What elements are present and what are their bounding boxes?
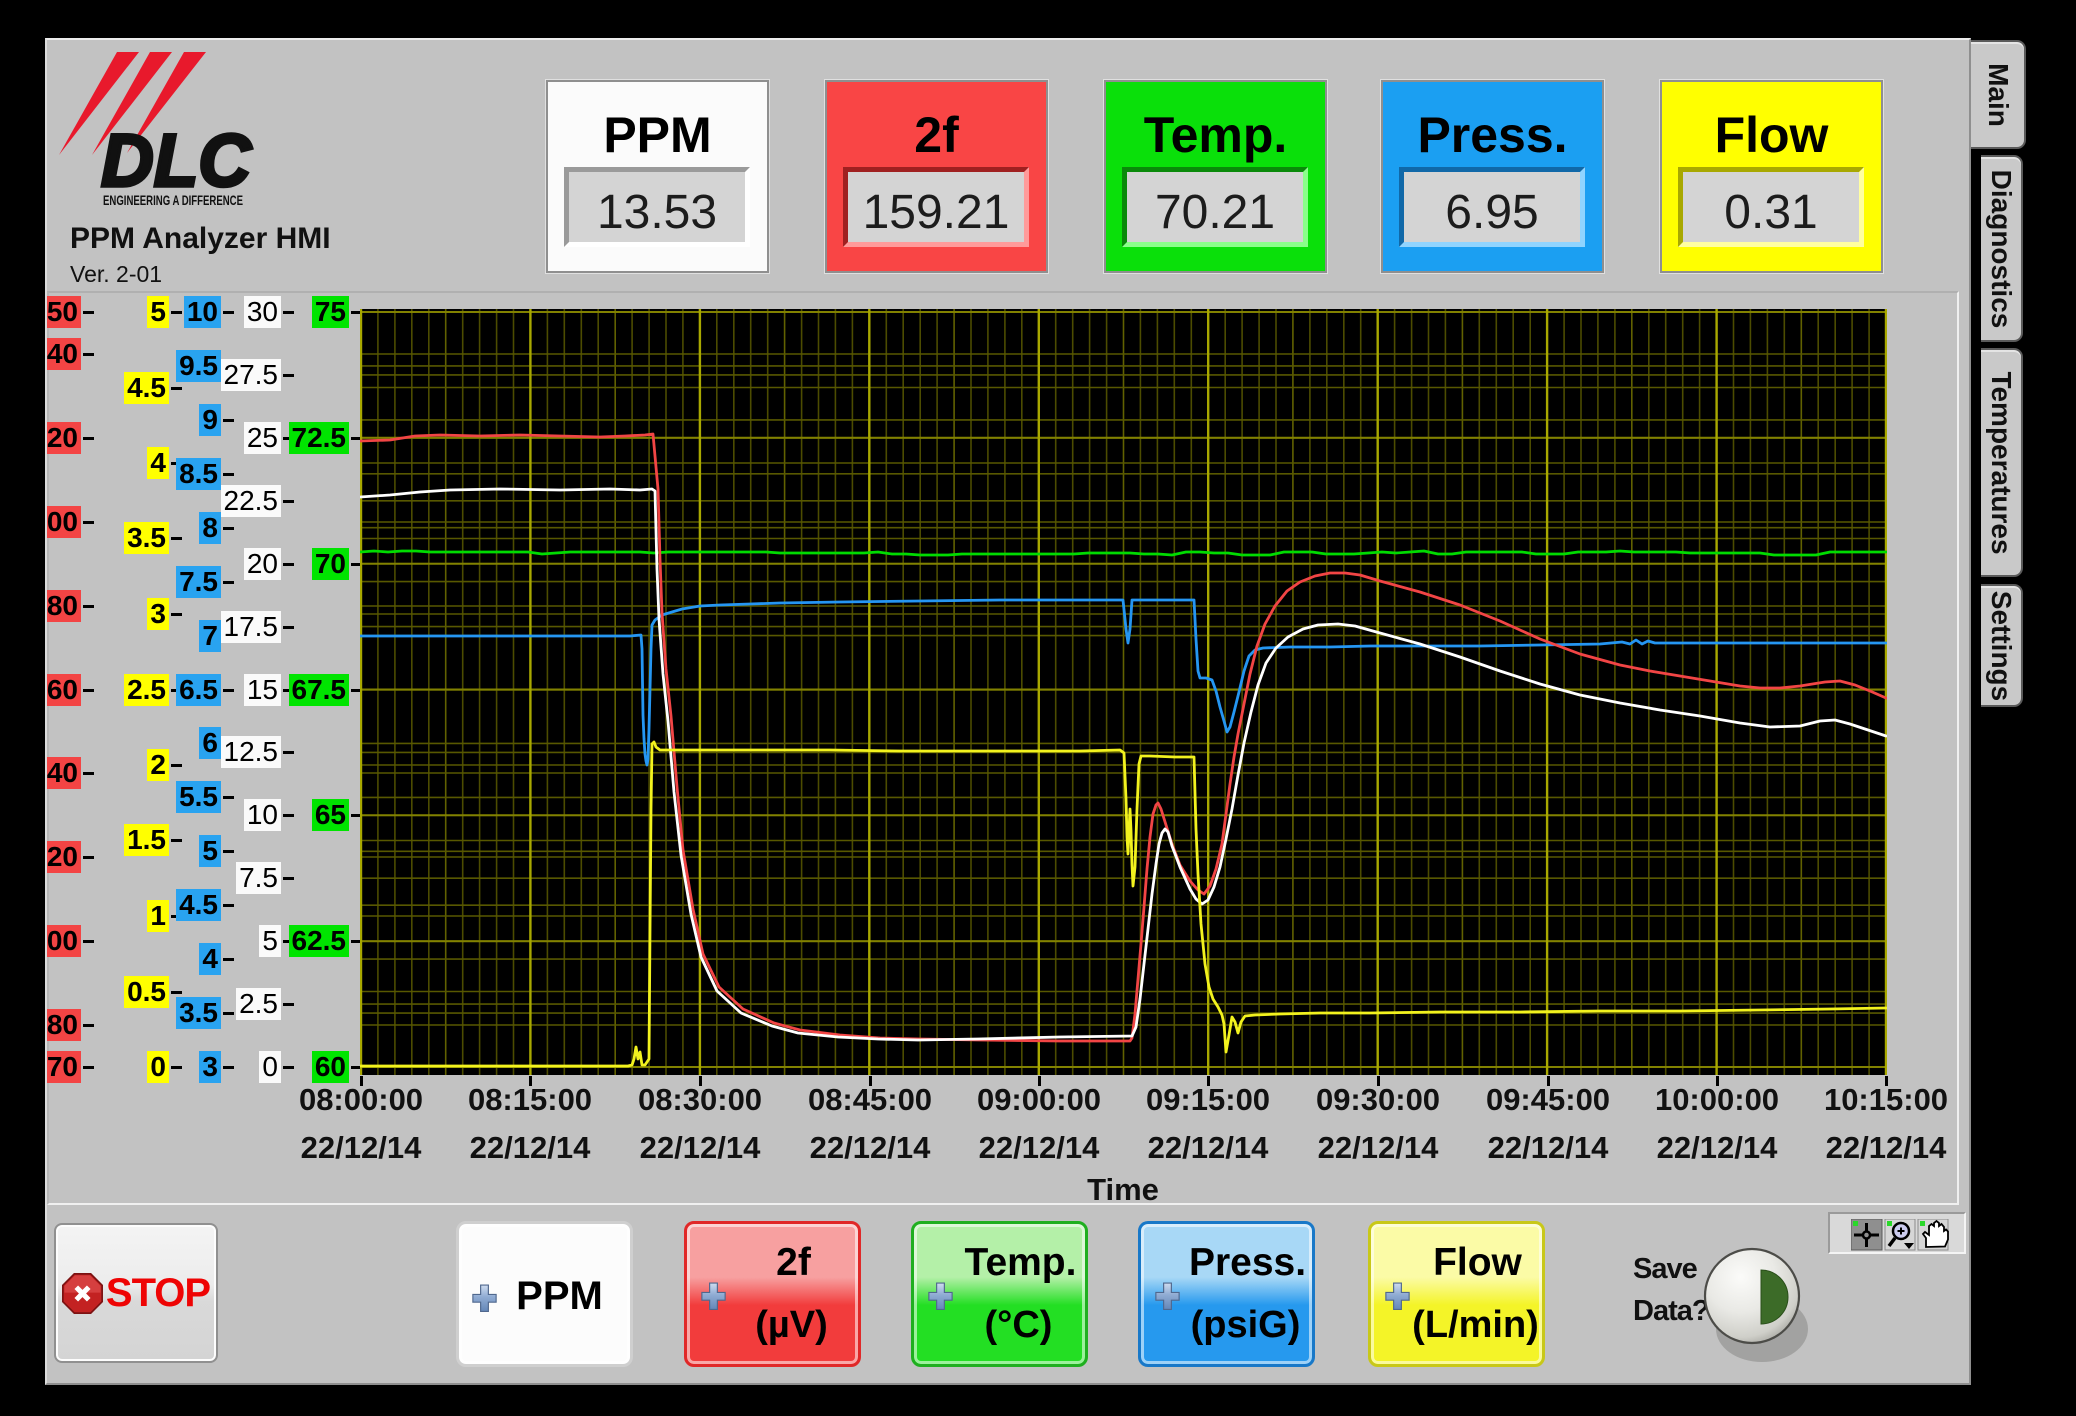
svg-text:DLC: DLC bbox=[101, 119, 253, 202]
svg-text:ENGINEERING A DIFFERENCE: ENGINEERING A DIFFERENCE bbox=[103, 192, 243, 208]
